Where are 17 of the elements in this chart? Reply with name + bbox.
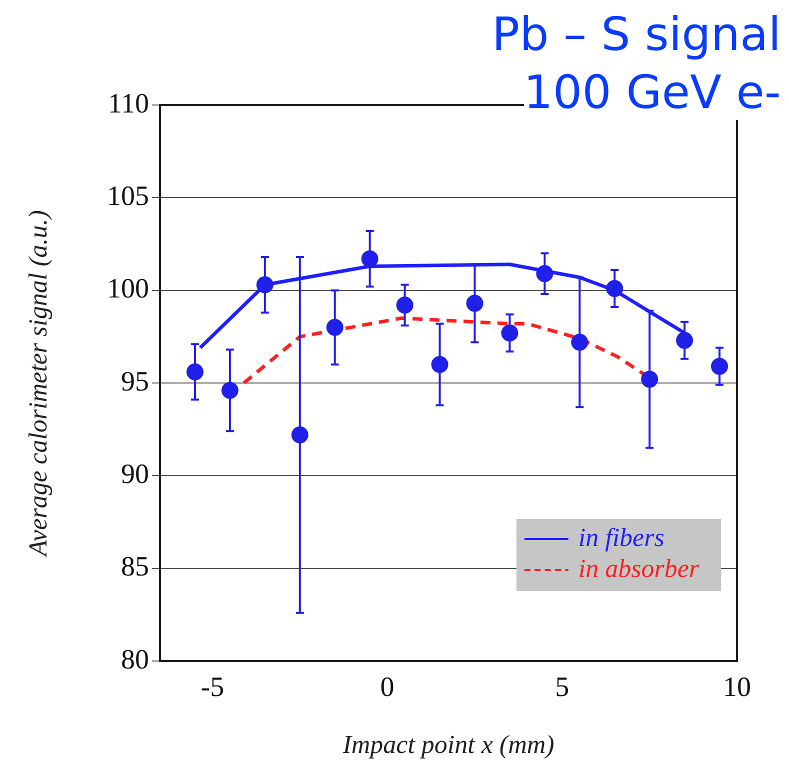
x-tick-label: 10 <box>723 672 751 704</box>
y-axis-title: Average calorimeter signal (a.u.) <box>23 210 52 558</box>
y-tick-label: 100 <box>107 274 149 305</box>
x-tick-label: -5 <box>200 672 224 704</box>
y-tick-label: 105 <box>107 181 149 212</box>
y-tick-label: 95 <box>121 366 149 398</box>
legend-label: in absorber <box>578 554 700 583</box>
y-tick-label: 80 <box>121 644 149 676</box>
chart-title: Pb – S signal <box>492 6 781 62</box>
x-axis-title: Impact point x (mm) <box>342 730 554 760</box>
x-tick-label: 5 <box>555 672 570 704</box>
y-tick-label: 90 <box>121 459 149 490</box>
y-tick-label: 110 <box>108 88 149 120</box>
chart-subtitle: 100 GeV e- <box>524 64 781 120</box>
x-tick-label: 0 <box>380 672 394 704</box>
legend-label: in fibers <box>578 522 664 552</box>
y-tick-label: 85 <box>121 552 149 583</box>
